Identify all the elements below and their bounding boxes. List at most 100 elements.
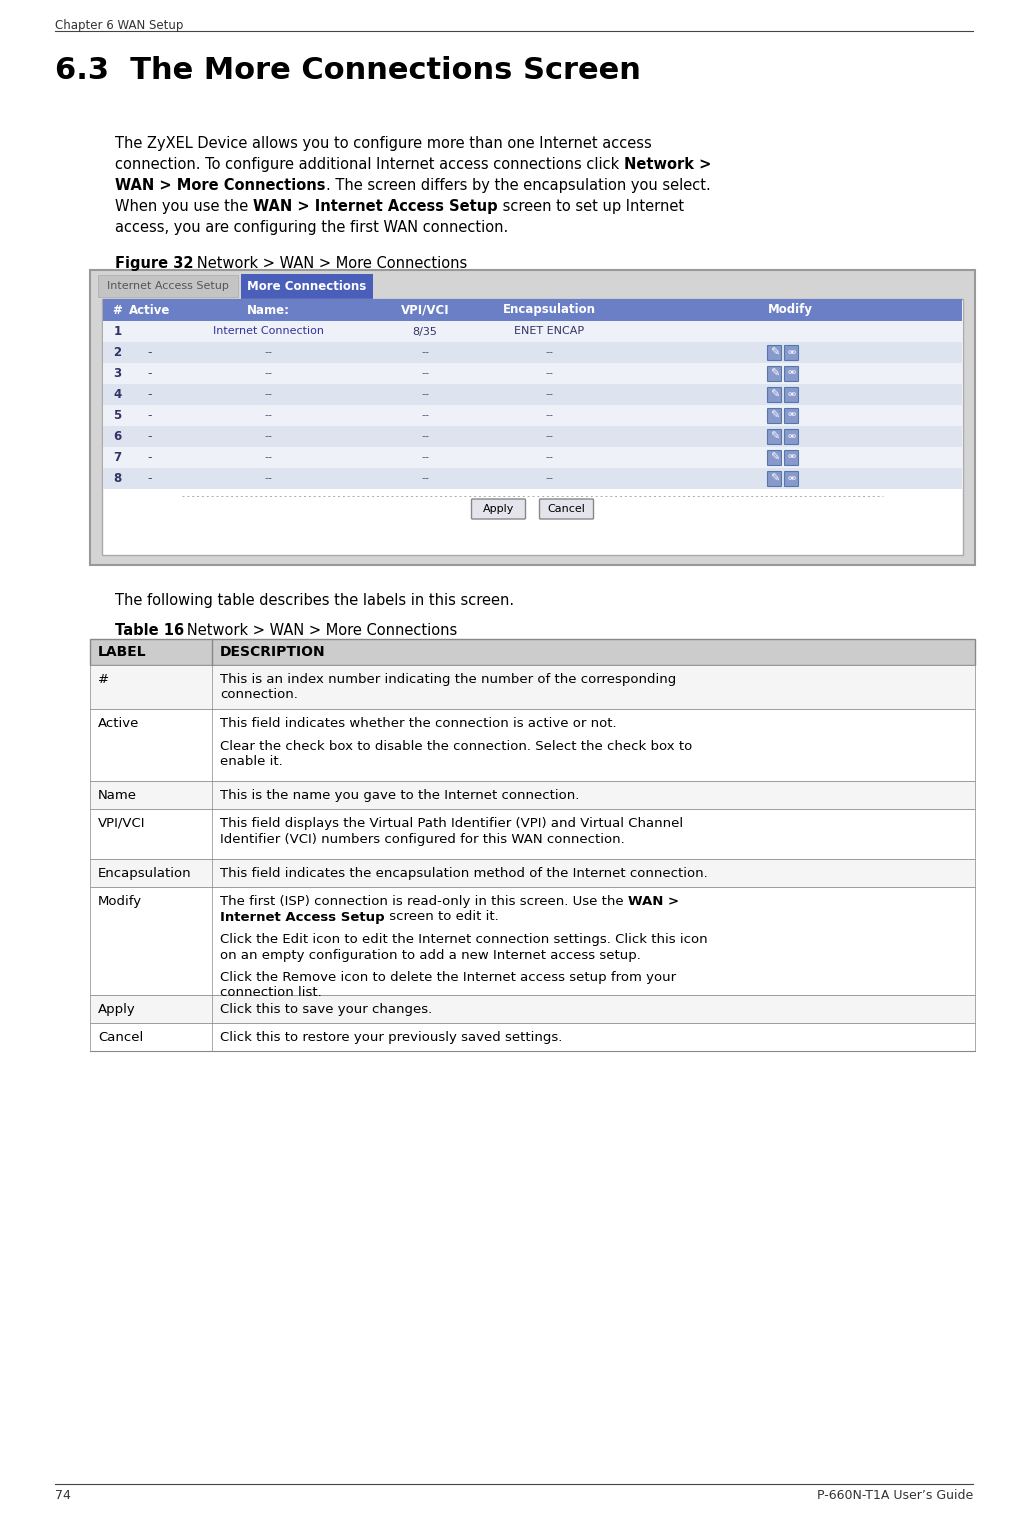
Text: on an empty configuration to add a new Internet access setup.: on an empty configuration to add a new I… xyxy=(220,948,640,962)
Text: ✎: ✎ xyxy=(770,474,779,483)
Bar xyxy=(90,270,975,565)
Text: LABEL: LABEL xyxy=(98,645,147,658)
Text: -: - xyxy=(147,346,152,360)
Text: Table 16: Table 16 xyxy=(115,623,184,639)
Text: When you use the: When you use the xyxy=(115,200,253,213)
Text: Identifier (VCI) numbers configured for this WAN connection.: Identifier (VCI) numbers configured for … xyxy=(220,832,625,846)
Text: WAN > Internet Access Setup: WAN > Internet Access Setup xyxy=(253,200,498,213)
Text: 8/35: 8/35 xyxy=(412,326,438,337)
Bar xyxy=(90,809,975,860)
Text: Name:: Name: xyxy=(247,303,290,317)
Text: Cancel: Cancel xyxy=(98,1032,143,1044)
Bar xyxy=(103,384,962,405)
FancyBboxPatch shape xyxy=(768,430,781,445)
Bar xyxy=(103,468,962,489)
Text: -: - xyxy=(147,430,152,443)
Text: DESCRIPTION: DESCRIPTION xyxy=(220,645,326,658)
FancyBboxPatch shape xyxy=(784,451,799,465)
Text: ⚮: ⚮ xyxy=(787,410,796,421)
Text: WAN > More Connections: WAN > More Connections xyxy=(115,178,326,194)
Text: ENET ENCAP: ENET ENCAP xyxy=(514,326,584,337)
Text: Active: Active xyxy=(98,716,140,730)
Bar xyxy=(90,995,975,1023)
Bar xyxy=(90,780,975,809)
Text: --: -- xyxy=(421,474,429,483)
Text: This field indicates whether the connection is active or not.: This field indicates whether the connect… xyxy=(220,716,617,730)
Text: This is an index number indicating the number of the corresponding: This is an index number indicating the n… xyxy=(220,674,676,686)
Text: --: -- xyxy=(545,347,553,358)
Bar xyxy=(103,322,962,341)
Text: 6.3  The More Connections Screen: 6.3 The More Connections Screen xyxy=(56,56,640,85)
Bar xyxy=(103,299,962,322)
Text: #: # xyxy=(98,674,109,686)
Text: Apply: Apply xyxy=(483,504,514,514)
Bar xyxy=(90,639,975,664)
Text: connection.: connection. xyxy=(220,689,298,701)
FancyBboxPatch shape xyxy=(784,346,799,361)
Text: Cancel: Cancel xyxy=(548,504,585,514)
Text: Figure 32: Figure 32 xyxy=(115,256,193,271)
Text: --: -- xyxy=(264,474,272,483)
Text: -: - xyxy=(147,451,152,463)
Text: --: -- xyxy=(264,410,272,421)
FancyBboxPatch shape xyxy=(784,471,799,486)
Text: connection list.: connection list. xyxy=(220,986,322,1000)
Text: Click this to save your changes.: Click this to save your changes. xyxy=(220,1003,432,1017)
Bar xyxy=(103,341,962,363)
Text: --: -- xyxy=(545,431,553,442)
Text: --: -- xyxy=(264,453,272,462)
Bar xyxy=(103,427,962,447)
Text: Name: Name xyxy=(98,789,137,802)
Text: --: -- xyxy=(421,369,429,378)
Text: Encapsulation: Encapsulation xyxy=(503,303,595,317)
Text: 4: 4 xyxy=(113,389,121,401)
Text: Modify: Modify xyxy=(98,895,142,908)
Text: . The screen differs by the encapsulation you select.: . The screen differs by the encapsulatio… xyxy=(326,178,710,194)
Text: ✎: ✎ xyxy=(770,347,779,358)
Text: -: - xyxy=(147,367,152,379)
Text: --: -- xyxy=(545,369,553,378)
Text: --: -- xyxy=(545,453,553,462)
FancyBboxPatch shape xyxy=(784,408,799,424)
Text: ✎: ✎ xyxy=(770,390,779,399)
Bar xyxy=(103,405,962,427)
Text: ⚮: ⚮ xyxy=(787,369,796,378)
Text: --: -- xyxy=(264,431,272,442)
Text: ⚮: ⚮ xyxy=(787,431,796,442)
Text: Apply: Apply xyxy=(98,1003,136,1017)
Bar xyxy=(90,1023,975,1052)
Text: 8: 8 xyxy=(113,472,121,485)
Text: --: -- xyxy=(421,431,429,442)
Text: Encapsulation: Encapsulation xyxy=(98,867,191,879)
Text: More Connections: More Connections xyxy=(248,280,367,294)
Text: Internet Access Setup: Internet Access Setup xyxy=(220,910,384,924)
Text: Clear the check box to disable the connection. Select the check box to: Clear the check box to disable the conne… xyxy=(220,739,692,753)
Bar xyxy=(103,363,962,384)
Text: Internet Access Setup: Internet Access Setup xyxy=(107,280,229,291)
Text: screen to set up Internet: screen to set up Internet xyxy=(498,200,684,213)
Bar xyxy=(102,299,963,555)
Text: 6: 6 xyxy=(113,430,121,443)
Text: access, you are configuring the first WAN connection.: access, you are configuring the first WA… xyxy=(115,219,508,235)
Text: -: - xyxy=(147,472,152,485)
Text: This field displays the Virtual Path Identifier (VPI) and Virtual Channel: This field displays the Virtual Path Ide… xyxy=(220,817,684,831)
Text: ⚮: ⚮ xyxy=(787,390,796,399)
Text: ✎: ✎ xyxy=(770,410,779,421)
Text: The first (ISP) connection is read-only in this screen. Use the: The first (ISP) connection is read-only … xyxy=(220,895,628,908)
Text: 3: 3 xyxy=(113,367,121,379)
Text: --: -- xyxy=(545,390,553,399)
Text: #: # xyxy=(113,303,122,317)
Text: connection. To configure additional Internet access connections click: connection. To configure additional Inte… xyxy=(115,157,624,172)
Bar xyxy=(90,860,975,887)
Text: screen to edit it.: screen to edit it. xyxy=(384,910,499,924)
Text: 5: 5 xyxy=(113,408,121,422)
FancyBboxPatch shape xyxy=(768,366,781,381)
Text: --: -- xyxy=(421,453,429,462)
Text: 2: 2 xyxy=(113,346,121,360)
FancyBboxPatch shape xyxy=(768,408,781,424)
FancyBboxPatch shape xyxy=(540,498,593,520)
Text: ✎: ✎ xyxy=(770,453,779,462)
Text: Click the Remove icon to delete the Internet access setup from your: Click the Remove icon to delete the Inte… xyxy=(220,971,676,985)
Text: This is the name you gave to the Internet connection.: This is the name you gave to the Interne… xyxy=(220,789,580,802)
Text: ⚮: ⚮ xyxy=(787,347,796,358)
